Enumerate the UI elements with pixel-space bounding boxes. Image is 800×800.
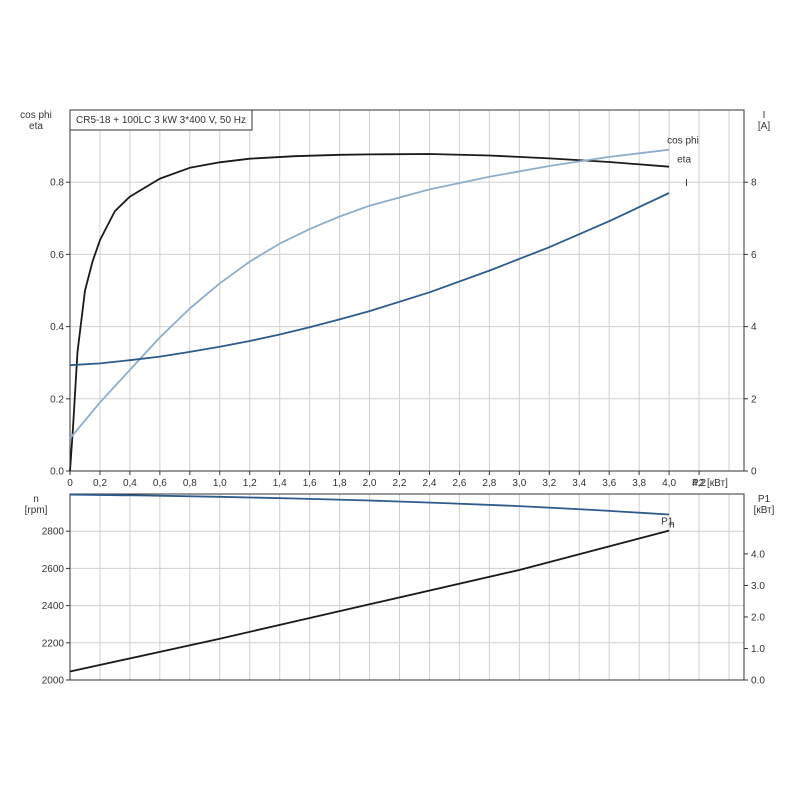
panel2-series-n-line: [69, 493, 670, 516]
panel1-y2-tick-label: 4: [751, 322, 757, 333]
panel1-series-label-cos-phi: cos phi: [667, 136, 699, 147]
panel1-x-tick-label: 4,2: [692, 478, 706, 489]
panel1-x-tick-label: 3,0: [512, 478, 526, 489]
panel1-y2-tick-label: 2: [751, 394, 757, 405]
panel1-x-tick-label: 2,4: [423, 478, 437, 489]
panel1-plot-frame: [69, 109, 745, 472]
panel2-y2-axis-title: P1 [кВт]: [754, 494, 775, 516]
panel2-y-tick-label: 2200: [42, 638, 65, 649]
panel1-x-tick-label: 0,2: [93, 478, 107, 489]
panel1-chart-title: CR5-18 + 100LC 3 kW 3*400 V, 50 Hz: [76, 115, 246, 126]
panel1-x-tick-label: 0,8: [183, 478, 197, 489]
panel1-y-tick-label: 0.2: [50, 394, 64, 405]
panel1-x-tick-label: 1,4: [273, 478, 287, 489]
panel1-y-tick-label: 0.8: [50, 178, 64, 189]
panel1-y-axis-title: cos phi eta: [20, 110, 52, 132]
panel1-x-tick-label: 1,2: [243, 478, 257, 489]
panel1-series-label-eta: eta: [677, 155, 691, 166]
panel2-y2-tick-label: 2.0: [751, 612, 765, 623]
panel1-x-tick-label: 0,6: [153, 478, 167, 489]
panel2-y-tick-label: 2800: [42, 527, 65, 538]
panel2-series-label-p1: P1: [661, 517, 674, 528]
panel2-y-axis-title: n [rpm]: [25, 494, 48, 516]
panel1-y2-tick-label: 8: [751, 178, 757, 189]
panel1-x-tick-label: 0,4: [123, 478, 137, 489]
panel1-x-tick-label: 2,8: [482, 478, 496, 489]
panel1-x-tick-label: 1,0: [213, 478, 227, 489]
panel2-y2-tick-label: 0.0: [751, 676, 765, 687]
panel2-y2-tick-label: 3.0: [751, 581, 765, 592]
panel1-series-label-i: I: [685, 178, 688, 189]
panel2-y-tick-label: 2000: [42, 676, 65, 687]
panel1-x-tick-label: 0: [67, 478, 73, 489]
panel1-y2-axis-title: I [A]: [758, 110, 770, 132]
panel1-x-axis-title: P2 [кВт]: [692, 478, 728, 489]
panel2-y2-tick-label: 4.0: [751, 549, 765, 560]
panel2-y-tick-label: 2400: [42, 601, 65, 612]
panel1-x-tick-label: 4,0: [662, 478, 676, 489]
panel1-x-tick-label: 3,6: [602, 478, 616, 489]
panel1-x-tick-label: 2,6: [452, 478, 466, 489]
panel1-y-tick-label: 0.4: [50, 322, 64, 333]
panel1-series-i-line: [69, 192, 670, 367]
panel2-series-label-n: n: [669, 519, 675, 530]
panel1-y-tick-label: 0.6: [50, 250, 64, 261]
panel2-y-tick-label: 2600: [42, 564, 65, 575]
panel1-y-tick-label: 0.0: [50, 467, 64, 478]
panel2-y2-tick-label: 1.0: [751, 644, 765, 655]
panel1-series-cos-phi-line: [69, 148, 670, 440]
panel1-x-tick-label: 1,8: [333, 478, 347, 489]
panel1-x-tick-label: 1,6: [303, 478, 317, 489]
panel1-x-tick-label: 3,8: [632, 478, 646, 489]
panel2-series-p1-line: [69, 529, 670, 673]
panel1-title-box: [69, 109, 253, 131]
panel2-plot-frame: [69, 493, 745, 681]
panel1-x-tick-label: 3,2: [542, 478, 556, 489]
panel1-y2-tick-label: 6: [751, 250, 757, 261]
panel1-x-tick-label: 3,4: [572, 478, 586, 489]
panel1-x-tick-label: 2,2: [393, 478, 407, 489]
panel1-series-eta-line: [69, 153, 670, 472]
panel1-x-tick-label: 2,0: [363, 478, 377, 489]
panel1-y2-tick-label: 0: [751, 467, 757, 478]
